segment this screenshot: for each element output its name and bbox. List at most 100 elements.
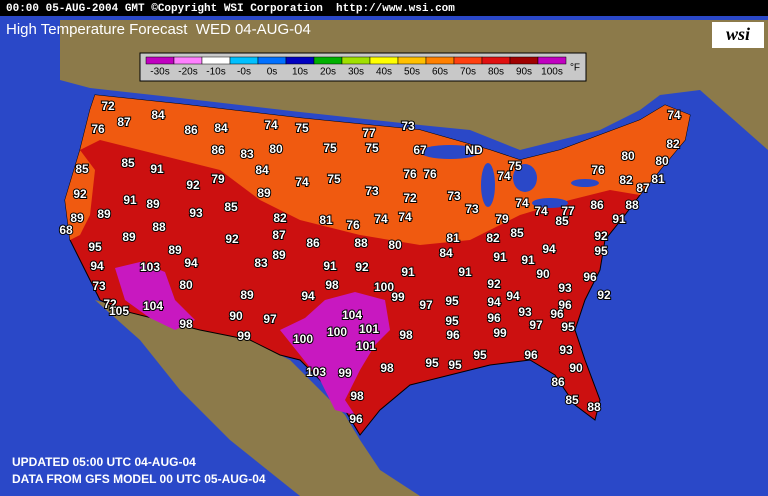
temperature: 103 [306, 365, 326, 379]
temperature: 100 [374, 280, 394, 294]
lake-ontario [571, 179, 599, 187]
legend-label: 60s [432, 67, 448, 78]
legend-swatch [341, 56, 371, 65]
temperature: 95 [594, 244, 608, 258]
temperature: 97 [263, 312, 277, 326]
temperature: 73 [92, 279, 106, 293]
temperature: 104 [143, 299, 163, 313]
temperature: 87 [272, 228, 286, 242]
temperature: 86 [211, 143, 225, 157]
temperature: 96 [446, 328, 460, 342]
temperature: 92 [487, 277, 501, 291]
cooler-coast [65, 150, 95, 240]
temperature: 89 [70, 211, 84, 225]
temperature: 94 [90, 259, 104, 273]
temperature: 98 [325, 278, 339, 292]
temperature: 74 [515, 196, 529, 210]
temperature: 92 [73, 187, 87, 201]
temperature: 92 [186, 178, 200, 192]
legend-label: 80s [488, 67, 504, 78]
temperature: 88 [354, 236, 368, 250]
temperature: 83 [240, 147, 254, 161]
temperature: 80 [388, 238, 402, 252]
temperature: 103 [140, 260, 160, 274]
temperature: 92 [597, 288, 611, 302]
temperature: 74 [398, 210, 412, 224]
temperature: 86 [590, 198, 604, 212]
temperature: 80 [655, 154, 669, 168]
temperature: 91 [323, 259, 337, 273]
legend-swatch [201, 56, 231, 65]
legend-swatch [509, 56, 539, 65]
legend-swatch [313, 56, 343, 65]
legend-swatch [397, 56, 427, 65]
temperature: 93 [518, 305, 532, 319]
temperature: 95 [445, 314, 459, 328]
legend-swatch [257, 56, 287, 65]
temperature: 90 [229, 309, 243, 323]
temperature: 104 [342, 308, 362, 322]
legend-label: -10s [206, 67, 225, 78]
temperature: 96 [524, 348, 538, 362]
hot-texas [280, 292, 390, 415]
legend-label: 50s [404, 67, 420, 78]
temperature: 97 [419, 298, 433, 312]
temperature: 82 [273, 211, 287, 225]
temperature: 85 [565, 393, 579, 407]
legend-label: 40s [376, 67, 392, 78]
temperature: 74 [295, 175, 309, 189]
legend-label: 100s [541, 67, 563, 78]
temperature: 85 [121, 156, 135, 170]
temperature: 91 [458, 265, 472, 279]
temperature: 89 [240, 288, 254, 302]
temperature: 94 [542, 242, 556, 256]
temperature: 75 [323, 141, 337, 155]
temperature: 75 [508, 159, 522, 173]
legend-swatch [173, 56, 203, 65]
temperature: 82 [619, 173, 633, 187]
temperature: 85 [75, 162, 89, 176]
temperature: 98 [179, 317, 193, 331]
temperature: 92 [594, 229, 608, 243]
footer-line: UPDATED 05:00 UTC 04-AUG-04 [12, 455, 196, 469]
footer-line: DATA FROM GFS MODEL 00 UTC 05-AUG-04 [12, 472, 266, 486]
temperature: 85 [510, 226, 524, 240]
legend-unit: °F [570, 63, 580, 74]
temperature: 99 [338, 366, 352, 380]
temperature: 84 [214, 121, 228, 135]
cooler-north [80, 95, 690, 245]
temperature: 98 [380, 361, 394, 375]
temperature: 73 [365, 184, 379, 198]
temperature: 72 [403, 191, 417, 205]
temperature: 94 [487, 295, 501, 309]
temperature: 73 [465, 202, 479, 216]
temperature: 89 [272, 248, 286, 262]
temperature: 100 [293, 332, 313, 346]
temperature: 90 [536, 267, 550, 281]
temperature: 84 [255, 163, 269, 177]
logo-box [712, 22, 764, 48]
temperature: 101 [356, 339, 376, 353]
temperature: 77 [362, 126, 376, 140]
temperature: 98 [350, 389, 364, 403]
logo: wsi [726, 24, 750, 44]
temperature: 88 [625, 198, 639, 212]
temperature: 85 [224, 200, 238, 214]
temperature: 99 [391, 290, 405, 304]
temperature: 83 [254, 256, 268, 270]
temperature: 89 [97, 207, 111, 221]
legend-label: -0s [237, 67, 251, 78]
temperature: 88 [587, 400, 601, 414]
temperature: 82 [486, 231, 500, 245]
temperature: 86 [306, 236, 320, 250]
temperature: 91 [521, 253, 535, 267]
temperature: 80 [179, 278, 193, 292]
temperature: 80 [269, 142, 283, 156]
legend-label: 30s [348, 67, 364, 78]
temperature: 74 [497, 169, 511, 183]
temperature: 68 [59, 223, 73, 237]
temperature: 76 [346, 218, 360, 232]
lake-superior [420, 145, 480, 159]
temperature: 96 [487, 311, 501, 325]
